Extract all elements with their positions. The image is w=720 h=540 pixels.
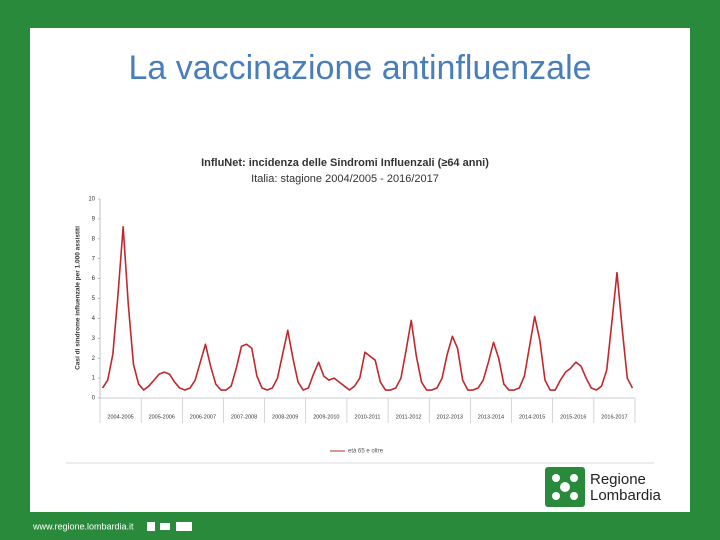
- logo-symbol: [552, 474, 578, 500]
- y-tick-label: 7: [92, 256, 96, 262]
- y-tick-label: 10: [88, 197, 95, 203]
- x-tick-label: 2005-2006: [149, 414, 175, 420]
- y-tick-label: 6: [92, 276, 96, 282]
- y-axis-label: Casi di sindrome influenzale per 1.000 a…: [75, 226, 82, 370]
- y-tick-label: 2: [92, 356, 96, 362]
- social-icon: [147, 522, 155, 531]
- x-tick-label: 2013-2014: [478, 414, 504, 420]
- x-tick-label: 2015-2016: [560, 414, 586, 420]
- y-tick-label: 8: [92, 236, 96, 242]
- y-tick-label: 5: [92, 296, 96, 302]
- x-tick-label: 2010-2011: [355, 414, 381, 420]
- chart-subtitle: Italia: stagione 2004/2005 - 2016/2017: [251, 173, 439, 185]
- slide-title: La vaccinazione antinfluenzale: [128, 49, 591, 87]
- x-tick-label: 2009-2010: [313, 414, 339, 420]
- logo-text: Lombardia: [590, 487, 662, 504]
- y-tick-label: 0: [92, 396, 96, 402]
- x-tick-label: 2008-2009: [272, 414, 298, 420]
- social-icon: [176, 522, 192, 531]
- social-icon: [160, 523, 170, 530]
- logo-text: Regione: [590, 471, 646, 488]
- panel: [30, 28, 690, 512]
- x-tick-label: 2007-2008: [231, 414, 257, 420]
- x-tick-label: 2014-2015: [519, 414, 545, 420]
- x-tick-label: 2004-2005: [107, 414, 133, 420]
- x-tick-label: 2016-2017: [601, 414, 627, 420]
- y-tick-label: 1: [92, 376, 96, 382]
- legend-label: età 65 e oltre: [348, 449, 384, 455]
- y-tick-label: 3: [92, 336, 96, 342]
- y-tick-label: 9: [92, 216, 96, 222]
- x-tick-label: 2011-2012: [396, 414, 422, 420]
- chart-title: InfluNet: incidenza delle Sindromi Influ…: [201, 157, 489, 169]
- footer-url: www.regione.lombardia.it: [32, 521, 134, 531]
- x-tick-label: 2012-2013: [437, 414, 463, 420]
- x-tick-label: 2006-2007: [190, 414, 216, 420]
- data-line: [101, 226, 634, 391]
- y-tick-label: 4: [92, 316, 96, 322]
